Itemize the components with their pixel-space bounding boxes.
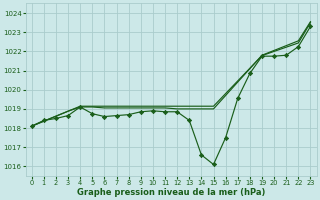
X-axis label: Graphe pression niveau de la mer (hPa): Graphe pression niveau de la mer (hPa) [77, 188, 265, 197]
